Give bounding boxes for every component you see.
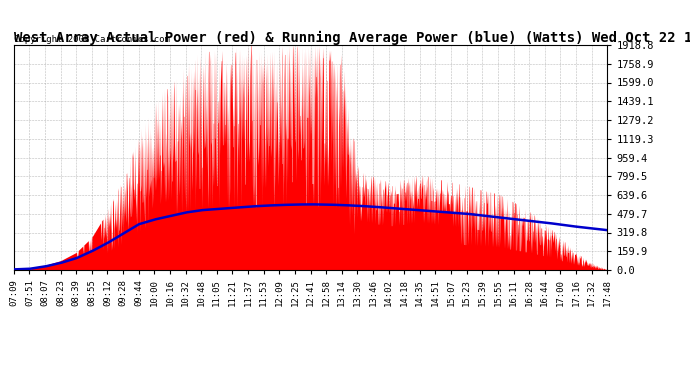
Text: Copyright 2008 Cartronics.com: Copyright 2008 Cartronics.com (14, 35, 170, 44)
Text: West Array Actual Power (red) & Running Average Power (blue) (Watts) Wed Oct 22 : West Array Actual Power (red) & Running … (14, 31, 690, 45)
